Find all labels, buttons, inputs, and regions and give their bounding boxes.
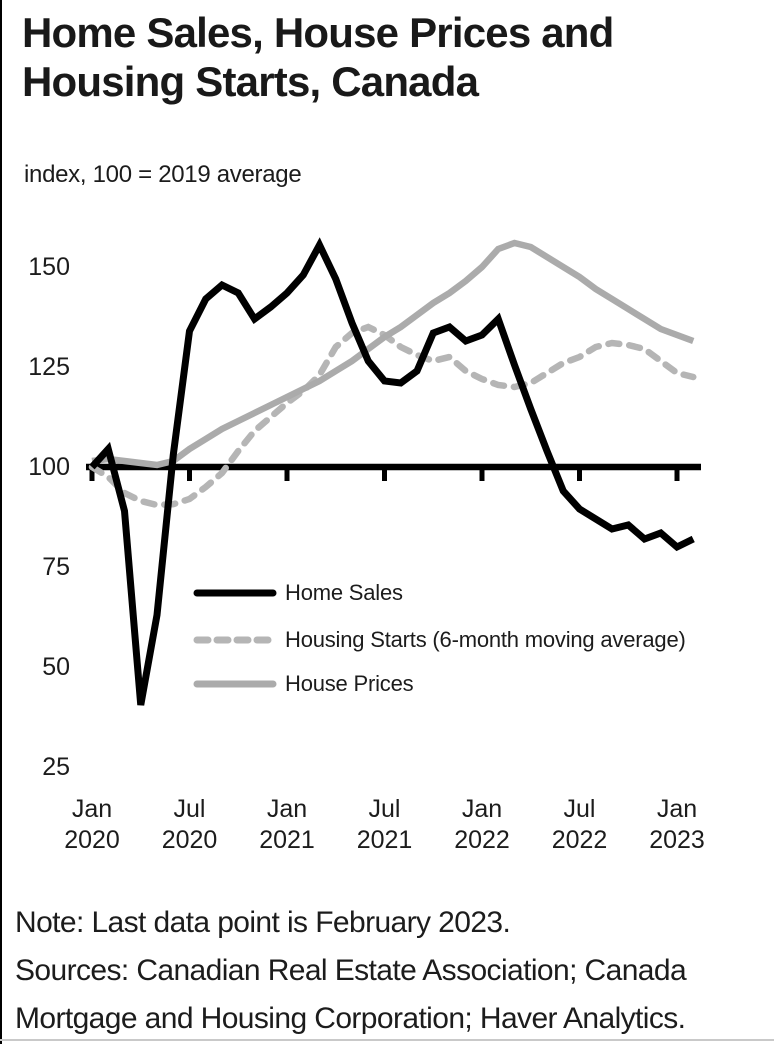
x-tick-label-jul-2022: Jul 2022	[551, 795, 608, 854]
legend-marker-housing-starts-6-month-moving-average-icon	[193, 636, 277, 644]
chart-title-line2: Housing Starts, Canada	[22, 58, 479, 105]
legend-label-housing-starts-6-month-moving-average: Housing Starts (6-month moving average)	[285, 627, 686, 652]
legend-item-home-sales: Home Sales	[193, 577, 403, 609]
chart-title: Home Sales, House Prices and Housing Sta…	[22, 8, 614, 106]
legend-item-housing-starts-6-month-moving-average: Housing Starts (6-month moving average)	[193, 624, 686, 656]
y-tick-label-100: 100	[28, 453, 70, 481]
chart-title-line1: Home Sales, House Prices and	[22, 9, 614, 56]
legend-marker-house-prices-icon	[193, 680, 277, 688]
x-tick-label-jan-2023: Jan 2023	[649, 795, 705, 854]
chart-footnotes: Note: Last data point is February 2023. …	[15, 899, 687, 1043]
y-tick-label-25: 25	[42, 753, 70, 781]
x-tick-label-jan-2021: Jan 2021	[259, 795, 315, 854]
y-tick-label-50: 50	[42, 653, 70, 681]
sources-line2: Mortgage and Housing Corporation; Haver …	[15, 1002, 686, 1035]
legend-marker-home-sales-icon	[193, 589, 277, 597]
note-line: Note: Last data point is February 2023.	[15, 906, 511, 939]
series-line-housing-starts-6-month-moving-average	[88, 323, 697, 509]
series-line-house-prices	[91, 239, 695, 469]
left-border-rule	[0, 0, 2, 1044]
x-tick-label-jul-2020: Jul 2020	[161, 795, 218, 854]
y-tick-label-75: 75	[42, 553, 70, 581]
x-tick-label-jan-2022: Jan 2022	[454, 795, 510, 854]
bottom-border-rule	[0, 1039, 774, 1041]
y-tick-label-125: 125	[28, 353, 70, 381]
x-tick-label-jan-2020: Jan 2020	[64, 795, 120, 854]
sources-line1: Sources: Canadian Real Estate Associatio…	[15, 954, 687, 987]
chart-unit-label: index, 100 = 2019 average	[24, 161, 302, 188]
legend-label-home-sales: Home Sales	[285, 580, 403, 605]
legend-item-house-prices: House Prices	[193, 668, 414, 700]
legend-label-house-prices: House Prices	[285, 671, 414, 696]
series-line-home-sales	[89, 237, 695, 706]
y-tick-label-150: 150	[28, 253, 70, 281]
x-tick-label-jul-2021: Jul 2021	[356, 795, 413, 854]
